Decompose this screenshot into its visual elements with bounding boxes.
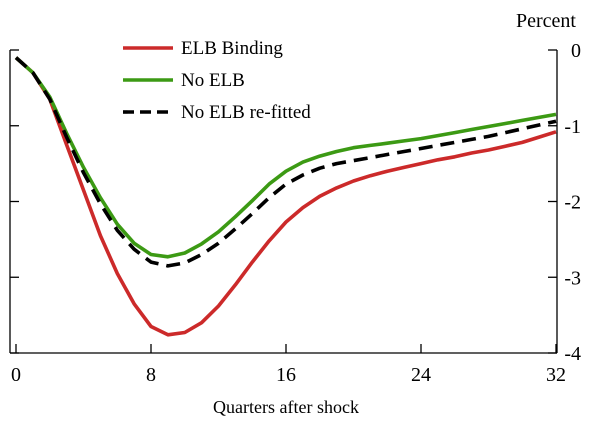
series-line-no-elb <box>14 56 557 259</box>
x-tick-label: 0 <box>11 364 21 386</box>
x-axis-title: Quarters after shock <box>213 397 359 417</box>
y-tick-label: -3 <box>564 267 581 289</box>
series-line-elb-binding <box>14 56 557 337</box>
x-tick-label: 8 <box>146 364 156 386</box>
legend-label: No ELB re-fitted <box>181 102 311 123</box>
series-layer <box>14 56 557 337</box>
y-unit-label: Percent <box>516 10 576 32</box>
legend-label: No ELB <box>181 70 245 91</box>
plot-frame <box>9 50 558 354</box>
legend: ELB Binding No ELB No ELB re-fitted <box>123 38 311 123</box>
y-tick-label: -1 <box>564 116 581 138</box>
legend-label: ELB Binding <box>181 38 283 59</box>
series-line-no-elb-re-fitted <box>14 56 557 268</box>
x-tick-label: 24 <box>411 364 431 386</box>
y-tick-label: -2 <box>564 192 581 214</box>
axis-ticks: 0 -1 -2 -3 -4 0 8 16 24 32 <box>10 40 581 386</box>
y-tick-label: 0 <box>571 40 581 62</box>
x-tick-label: 32 <box>546 364 566 386</box>
y-tick-label: -4 <box>564 343 581 365</box>
x-tick-label: 16 <box>276 364 296 386</box>
